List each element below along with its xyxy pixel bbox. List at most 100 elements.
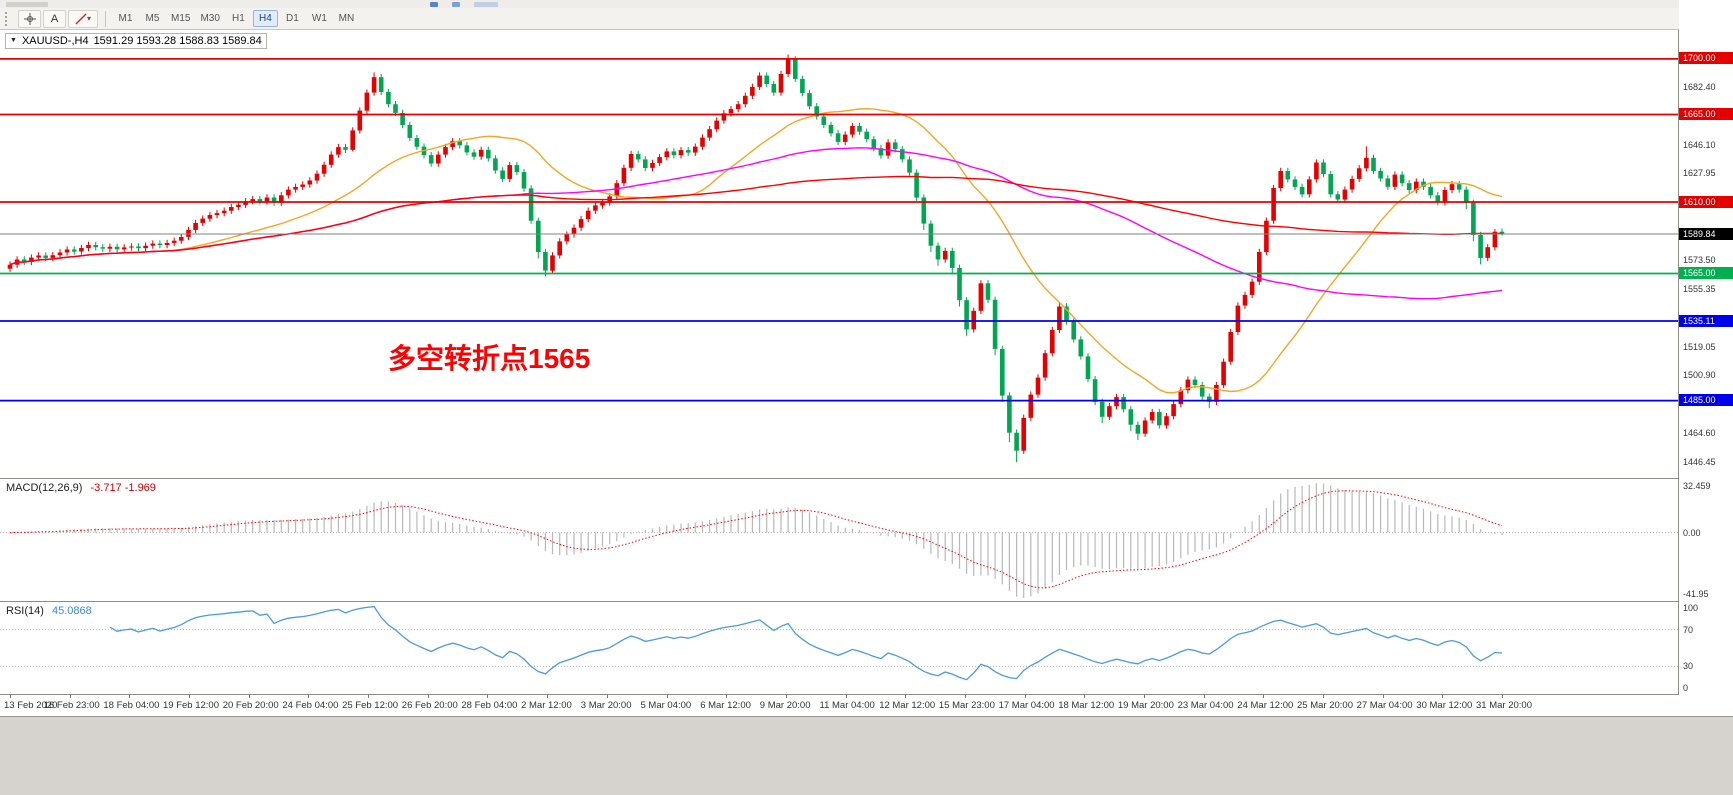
- time-tick-label: 3 Mar 20:00: [580, 700, 632, 711]
- time-tick-label: 17 Mar 04:00: [998, 700, 1055, 711]
- timeframe-D1-button[interactable]: D1: [280, 10, 305, 27]
- timeframe-H1-button[interactable]: H1: [226, 10, 251, 27]
- time-tick: [845, 695, 847, 698]
- time-tick-label: 6 Mar 12:00: [700, 700, 751, 711]
- timeframe-M15-button[interactable]: M15: [167, 10, 194, 27]
- crosshair-icon: [23, 12, 36, 25]
- time-tick-label: 25 Feb 12:00: [342, 700, 399, 711]
- time-tick: [547, 695, 549, 698]
- menubar-fragment: [6, 2, 48, 7]
- pane-splitter[interactable]: [0, 478, 1733, 479]
- time-tick-label: 23 Mar 04:00: [1177, 700, 1234, 711]
- time-tick-label: 2 Mar 12:00: [521, 700, 572, 711]
- price-tick-label: 1646.10: [1683, 139, 1716, 150]
- price-tick-label: 1464.60: [1683, 428, 1716, 438]
- time-tick: [129, 695, 131, 698]
- timeframe-H4-button[interactable]: H4: [252, 10, 278, 27]
- time-tick: [69, 695, 71, 698]
- macd-scale-min: -41.95: [1683, 589, 1709, 599]
- time-tick: [1084, 695, 1086, 698]
- chart-annotation-text[interactable]: 多空转折点1565: [388, 343, 591, 374]
- menubar-fragment: [452, 2, 460, 7]
- price-chart-pane[interactable]: [0, 30, 1678, 478]
- time-tick: [785, 695, 787, 698]
- timeframe-W1-button[interactable]: W1: [307, 10, 332, 27]
- time-tick-label: 26 Feb 20:00: [401, 700, 458, 711]
- toolbar-separator: [105, 10, 106, 27]
- time-tick-label: 12 Mar 12:00: [879, 700, 936, 711]
- macd-values: -3.717 -1.969: [90, 482, 156, 494]
- timeframe-M1-button[interactable]: M1: [113, 10, 138, 27]
- text-label-tool-button[interactable]: A: [43, 9, 66, 28]
- rsi-indicator-label: RSI(14) 45.0868: [6, 605, 92, 617]
- chart-ohlc-header[interactable]: ▼ XAUUSD-,H4 1591.29 1593.28 1588.83 158…: [5, 33, 267, 49]
- macd-scale-max: 32.459: [1683, 481, 1711, 491]
- time-tick: [1143, 695, 1145, 698]
- price-tick-label: 1682.40: [1683, 81, 1716, 92]
- price-level-badge: 1665.00: [1679, 108, 1733, 120]
- time-tick: [964, 695, 966, 698]
- macd-name: MACD(12,26,9): [6, 482, 83, 494]
- time-tick-label: 20 Feb 20:00: [222, 700, 279, 711]
- ohlc-values-label: 1591.29 1593.28 1588.83 1589.84: [93, 35, 262, 47]
- price-level-badge: 1610.00: [1679, 195, 1733, 208]
- price-level-badge: 1700.00: [1679, 52, 1733, 65]
- timeframe-group: M1 M5 M15 M30 H1 H4 D1 W1 MN: [112, 10, 360, 27]
- price-tick-label: 1446.45: [1683, 456, 1716, 467]
- time-tick: [726, 695, 728, 698]
- time-tick: [606, 695, 608, 698]
- timeframe-MN-button[interactable]: MN: [334, 10, 359, 27]
- time-tick-label: 30 Mar 12:00: [1416, 700, 1473, 711]
- pane-splitter[interactable]: [0, 601, 1733, 602]
- time-tick: [487, 695, 489, 698]
- price-tick-label: 1627.95: [1683, 168, 1716, 179]
- axis-separator-line: [1678, 30, 1679, 716]
- time-tick-label: 24 Feb 04:00: [282, 700, 339, 711]
- time-tick-label: 16 Feb 23:00: [43, 700, 100, 711]
- rsi-scale-min: 0: [1683, 683, 1689, 693]
- time-tick-label: 19 Mar 20:00: [1117, 700, 1174, 711]
- price-tick-label: 1500.90: [1683, 370, 1716, 381]
- time-tick: [1323, 695, 1324, 698]
- time-tick-label: 24 Mar 12:00: [1237, 700, 1294, 711]
- menubar-fragment: [430, 2, 438, 7]
- time-tick: [666, 695, 668, 698]
- time-tick-label: 18 Feb 04:00: [103, 700, 160, 711]
- rsi-indicator-pane[interactable]: [0, 602, 1678, 694]
- toolbar: A ▾ M1 M5 M15 M30 H1 H4 D1 W1 MN: [0, 8, 1733, 30]
- time-tick: [427, 695, 429, 698]
- time-tick: [1203, 695, 1205, 698]
- price-tick-label: 1519.05: [1683, 341, 1716, 352]
- time-tick: [905, 695, 907, 698]
- time-tick-label: 19 Feb 12:00: [163, 700, 219, 711]
- rsi-scale-upper: 70: [1683, 624, 1694, 635]
- time-tick-label: 5 Mar 04:00: [640, 700, 692, 711]
- chevron-down-icon: ▾: [86, 14, 91, 23]
- time-axis[interactable]: 13 Feb 2020 16 Feb 23:00 18 Feb 04:00 19 Fe…: [0, 695, 1733, 716]
- time-tick: [1024, 695, 1026, 698]
- rsi-scale-lower: 30: [1683, 661, 1694, 672]
- time-tick-label: 27 Mar 04:00: [1356, 700, 1413, 711]
- timeframe-M30-button[interactable]: M30: [196, 10, 223, 27]
- toolbar-grip-handle[interactable]: [5, 11, 12, 26]
- macd-indicator-pane[interactable]: [0, 479, 1678, 601]
- price-level-badge: 1485.00: [1679, 394, 1733, 407]
- price-axis[interactable]: 1682.40 1646.10 1627.95 1573.50 1555.35 1519.…: [1679, 0, 1733, 716]
- rsi-name: RSI(14): [6, 605, 44, 617]
- macd-scale-zero: 0.00: [1683, 527, 1701, 538]
- trendline-icon: [75, 12, 87, 25]
- shapes-tool-button[interactable]: ▾: [68, 9, 98, 28]
- time-tick-label: 11 Mar 04:00: [819, 700, 875, 711]
- time-tick-label: 15 Mar 23:00: [938, 700, 995, 711]
- time-tick: [189, 695, 190, 698]
- time-tick: [10, 695, 11, 698]
- time-tick-label: 13 Feb 2020: [4, 700, 58, 711]
- crosshair-tool-button[interactable]: [18, 9, 41, 28]
- pane-splitter[interactable]: [0, 694, 1733, 695]
- timeframe-M5-button[interactable]: M5: [140, 10, 165, 27]
- time-tick-label: 31 Mar 20:00: [1476, 700, 1532, 711]
- price-tick-label: 1555.35: [1683, 283, 1716, 294]
- price-tick-label: 1573.50: [1683, 255, 1716, 265]
- bottom-empty-band: [0, 716, 1733, 795]
- current-price-badge: 1589.84: [1679, 227, 1733, 240]
